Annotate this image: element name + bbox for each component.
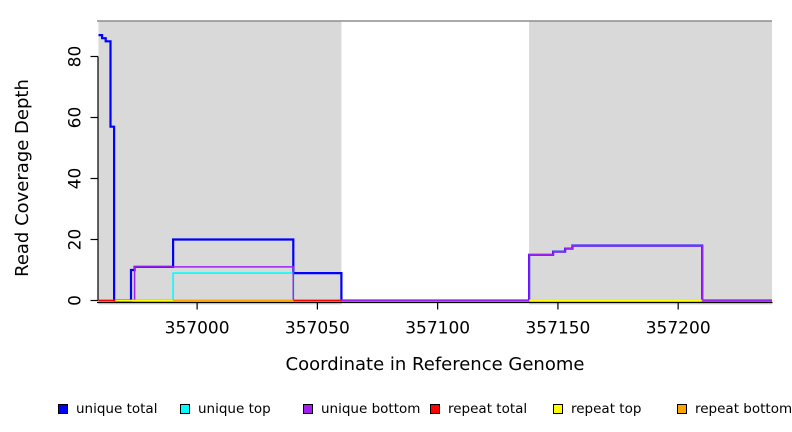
shaded-region-right [529,21,772,305]
legend-item-repeat-total: repeat total [430,399,527,419]
shaded-region-left [98,21,342,305]
legend-item-repeat-bottom: repeat bottom [677,399,792,419]
y-axis-title: Read Coverage Depth [12,79,33,277]
chart-legend: unique total unique top unique bottom re… [0,399,792,423]
y-tick-label: 80 [66,46,86,68]
legend-item-unique-top: unique top [180,399,271,419]
legend-label: repeat top [571,401,642,417]
legend-swatch-unique-bottom [303,404,313,414]
x-tick-label: 357100 [405,319,470,339]
legend-label: unique total [76,401,158,417]
legend-label: unique top [198,401,271,417]
legend-swatch-repeat-total [430,404,440,414]
legend-label: repeat bottom [695,401,792,417]
legend-swatch-unique-total [58,404,68,414]
y-tick-label: 60 [66,107,86,129]
legend-swatch-repeat-top [553,404,563,414]
legend-item-repeat-top: repeat top [553,399,641,419]
x-tick-label: 357000 [165,319,230,339]
series-line-unique-bottom [98,244,772,302]
legend-label: repeat total [448,401,528,417]
y-tick-label: 20 [66,229,86,251]
x-tick-label: 357150 [525,319,590,339]
y-tick-label: 0 [66,295,86,306]
legend-swatch-repeat-bottom [677,404,687,414]
legend-item-unique-bottom: unique bottom [303,399,420,419]
x-axis-title: Coordinate in Reference Genome [286,354,585,375]
legend-swatch-unique-top [180,404,190,414]
x-tick-label: 357200 [646,319,711,339]
legend-label: unique bottom [321,401,421,417]
y-tick-label: 40 [66,168,86,190]
x-tick-label: 357050 [285,319,350,339]
legend-item-unique-total: unique total [58,399,157,419]
plot-area: 357000 357050 357100 357150 357200020406080 … [12,20,773,375]
